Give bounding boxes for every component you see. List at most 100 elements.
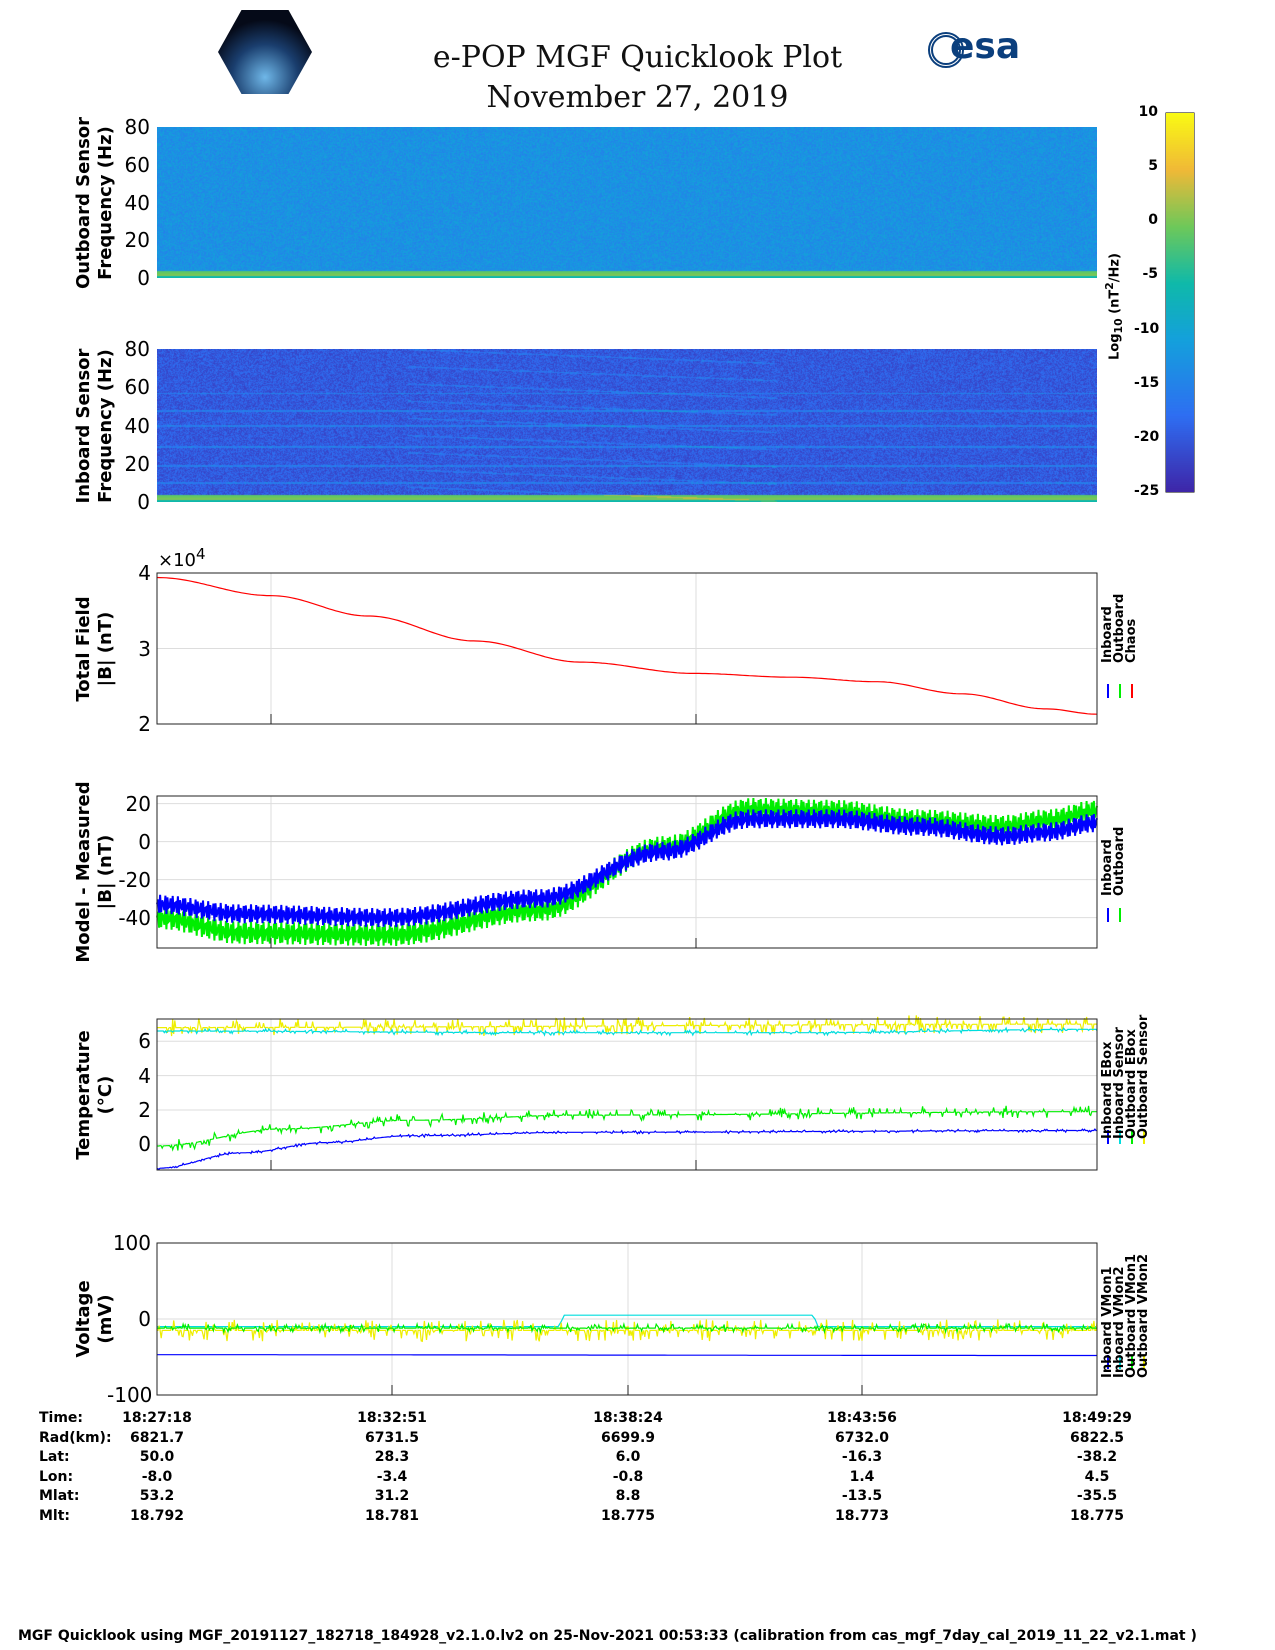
ephemeris-value: -38.2	[1076, 1449, 1118, 1465]
ylabel-line: (mV)	[95, 1294, 116, 1344]
plot-area	[157, 1019, 1097, 1170]
series-chaos	[156, 576, 1098, 715]
ephemeris-value: 18.775	[1069, 1507, 1125, 1524]
model-minus-measured-ylabel: Model - Measured |B| (nT)	[73, 772, 117, 972]
y-tick-label: 40	[124, 190, 150, 215]
esa-logo-text: esa	[950, 26, 1021, 67]
ephemeris-value: 18:49:29	[1062, 1410, 1132, 1426]
legend-entry: Outboard VMon2	[1136, 1253, 1151, 1378]
series-outboard-sensor	[157, 1105, 1097, 1152]
ephemeris-value: 6699.9	[600, 1429, 656, 1446]
ephemeris-value: -16.3	[841, 1449, 883, 1465]
y-tick-label: 60	[124, 152, 150, 177]
exponent-power: 4	[196, 545, 206, 563]
plot-date: November 27, 2019	[486, 80, 789, 115]
y-tick-label: -40	[118, 905, 151, 930]
series-outboard-vmon1	[157, 1321, 1097, 1335]
legend-entry: Outboard Sensor	[1136, 1014, 1151, 1139]
y-tick-label: 20	[124, 451, 150, 476]
y-exponent: ×104	[158, 545, 206, 571]
ylabel-line: Frequency (Hz)	[95, 125, 116, 280]
esa-logo	[928, 32, 964, 68]
ephemeris-value: 50.0	[139, 1449, 175, 1465]
ephemeris-label: Mlt:	[39, 1507, 71, 1524]
outboard-spectrogram	[157, 127, 1097, 278]
ephemeris-value: -13.5	[841, 1488, 883, 1504]
temperature-ylabel: Temperature (°C)	[73, 995, 117, 1195]
legend-entry: Chaos	[1124, 618, 1139, 663]
plot-title: e-POP MGF Quicklook Plot	[432, 40, 843, 75]
ephemeris-value: 18.775	[600, 1507, 656, 1524]
ylabel-line: (°C)	[95, 1075, 116, 1114]
colorbar-tick-label: 5	[1148, 158, 1158, 175]
y-tick-label: 20	[125, 791, 151, 816]
series-inboard-vmon1	[157, 1354, 1097, 1357]
ephemeris-value: 6732.0	[834, 1429, 890, 1446]
y-tick-label: 100	[112, 1231, 151, 1255]
footer-note: MGF Quicklook using MGF_20191127_182718_…	[18, 1628, 1197, 1644]
ephemeris-value: 1.4	[849, 1468, 875, 1485]
inboard-spectrogram	[157, 349, 1097, 502]
ylabel-line: Total Field	[73, 595, 94, 702]
ephemeris-label: Lat:	[39, 1449, 70, 1465]
axes-frame	[156, 1018, 1098, 1171]
ephemeris-value: 18:32:51	[357, 1410, 427, 1426]
colorbar-tick-label: 10	[1138, 104, 1158, 120]
inboard-spectrogram-ylabel: Inboard Sensor Frequency (Hz)	[73, 326, 117, 526]
y-tick-label: 4	[138, 561, 151, 585]
ephemeris-value: 18.773	[834, 1507, 890, 1524]
ylabel-line: |B| (nT)	[95, 834, 116, 910]
y-tick-label: 80	[124, 337, 150, 361]
series-inboard	[156, 809, 1098, 928]
y-tick-label: -20	[118, 867, 151, 892]
series-outboard	[156, 798, 1098, 947]
ephemeris-value: 8.8	[615, 1488, 641, 1504]
y-tick-label: 6	[138, 1029, 151, 1054]
ephemeris-value: 31.2	[374, 1488, 410, 1504]
ephemeris-value: 18.781	[364, 1507, 420, 1524]
colorbar-tick-label: -5	[1142, 266, 1158, 283]
axes-frame	[156, 1242, 1098, 1396]
y-tick-label: 60	[124, 375, 150, 400]
ephemeris-value: -8.0	[141, 1468, 173, 1485]
ylabel-line: Outboard Sensor	[73, 116, 94, 289]
ephemeris-value: 6731.5	[364, 1429, 420, 1446]
exponent-base: ×10	[158, 550, 196, 571]
series-outboard-vmon2	[157, 1319, 1098, 1343]
colorbar-tick-label: -15	[1134, 374, 1160, 391]
ephemeris-value: -35.5	[1076, 1488, 1118, 1504]
legend-entry: Outboard	[1112, 826, 1127, 896]
total-field-ylabel: Total Field |B| (nT)	[73, 549, 117, 749]
series-inboard-sensor	[156, 1128, 1097, 1170]
y-tick-label: 20	[124, 228, 150, 253]
ephemeris-value: 4.5	[1084, 1468, 1110, 1485]
y-tick-label: 3	[138, 636, 151, 661]
ephemeris-value: 6822.5	[1069, 1429, 1125, 1446]
y-tick-label: 40	[124, 413, 150, 438]
ephemeris-value: 6.0	[615, 1449, 641, 1465]
y-tick-label: 2	[138, 1097, 151, 1122]
colorbar-tick-label: 0	[1148, 212, 1158, 229]
ephemeris-value: 18.792	[129, 1507, 185, 1524]
axes-frame	[156, 572, 1098, 725]
ephemeris-label: Lon:	[39, 1468, 74, 1485]
ephemeris-value: 18:43:56	[827, 1410, 897, 1426]
ylabel-line: Temperature	[73, 1029, 94, 1160]
y-tick-label: 0	[137, 490, 150, 514]
ephemeris-value: 28.3	[374, 1449, 410, 1465]
ylabel-line: Inboard Sensor	[73, 348, 94, 503]
colorbar-tick-label: -10	[1134, 320, 1160, 337]
ephemeris-label: Time:	[39, 1410, 84, 1426]
y-tick-label: 0	[138, 1307, 151, 1331]
ephemeris-value: 18:38:24	[593, 1410, 663, 1426]
y-tick-label: 2	[138, 712, 151, 736]
ylabel-line: Voltage	[73, 1280, 94, 1358]
y-tick-label: -100	[107, 1383, 153, 1407]
colorbar-tick-label: -25	[1134, 483, 1160, 499]
ephemeris-value: 6821.7	[129, 1429, 185, 1446]
y-tick-label: 0	[138, 829, 151, 854]
colorbar-tick-label: -20	[1134, 428, 1160, 445]
outboard-spectrogram-ylabel: Outboard Sensor Frequency (Hz)	[73, 103, 117, 303]
ylabel-line: Model - Measured	[73, 781, 94, 963]
